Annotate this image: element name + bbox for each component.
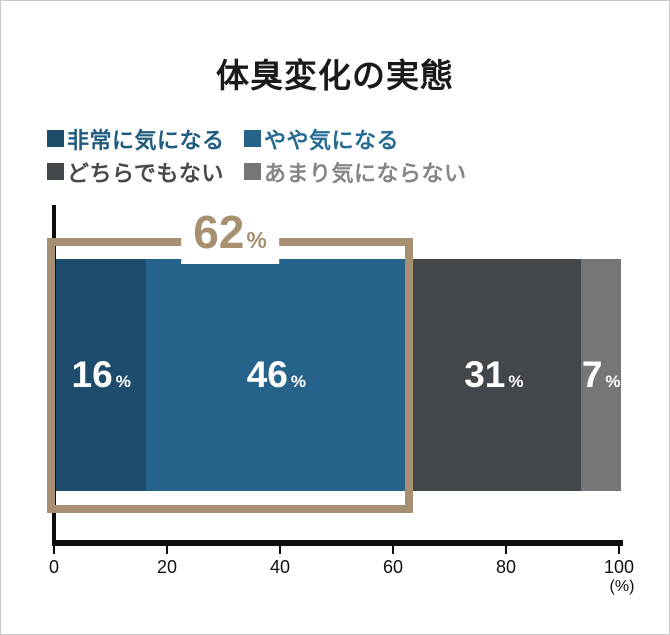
bar-segment-value: 16%: [72, 354, 131, 396]
x-axis-tick: [505, 546, 507, 554]
x-axis-tick-label: 60: [382, 557, 404, 577]
legend-label: どちらでもない: [67, 160, 224, 186]
legend-swatch-icon: [47, 163, 64, 180]
segment-unit-icon: %: [290, 372, 306, 391]
legend-label: あまり気にならない: [264, 160, 467, 186]
x-axis-tick: [279, 546, 281, 554]
segment-unit-icon: %: [508, 372, 524, 391]
x-axis-tick-label: 80: [495, 557, 517, 577]
bar-segment-value: 46%: [247, 354, 306, 396]
chart-title: 体臭変化の実態: [216, 57, 454, 94]
legend-item: 非常に気になる: [47, 122, 244, 155]
segment-number: 16: [71, 354, 113, 395]
x-axis-unit-label: (%): [609, 578, 635, 595]
stacked-bar: 16% 46% 31% 7%: [56, 259, 621, 491]
segment-number: 31: [464, 354, 506, 395]
bar-segment: 46%: [146, 259, 407, 491]
bar-segment: 7%: [581, 259, 621, 491]
legend: 非常に気になる やや気になるどちらでもない あまり気にならない: [47, 122, 467, 188]
legend-label: 非常に気になる: [67, 127, 225, 153]
legend-swatch-icon: [47, 130, 64, 147]
x-axis-tick-label: 0: [48, 557, 59, 577]
legend-swatch-icon: [244, 163, 261, 180]
x-axis-tick: [53, 546, 55, 554]
highlight-value: 62: [193, 206, 245, 258]
x-axis-tick: [392, 546, 394, 554]
legend-item: やや気になる: [244, 122, 467, 155]
highlight-label: 62 %: [181, 208, 279, 264]
legend-item: あまり気にならない: [244, 155, 467, 188]
legend-item: どちらでもない: [47, 155, 244, 188]
bar-segment-value: 31%: [464, 354, 523, 396]
x-axis-tick: [166, 546, 168, 554]
legend-label: やや気になる: [264, 127, 400, 153]
bar-segment: 31%: [406, 259, 582, 491]
bar-segment: 16%: [56, 259, 147, 491]
x-axis-tick-label: 100: [603, 557, 635, 577]
x-axis-tick-label: 20: [156, 557, 178, 577]
segment-number: 7: [581, 354, 603, 395]
segment-number: 46: [246, 354, 288, 395]
highlight-unit-icon: %: [246, 227, 267, 253]
legend-swatch-icon: [244, 130, 261, 147]
x-axis-tick-label: 40: [269, 557, 291, 577]
segment-unit-icon: %: [115, 372, 131, 391]
bar-segment-value: 7%: [582, 354, 621, 396]
segment-unit-icon: %: [605, 372, 621, 391]
x-axis-tick: [618, 546, 620, 554]
x-axis-line: [52, 540, 623, 546]
